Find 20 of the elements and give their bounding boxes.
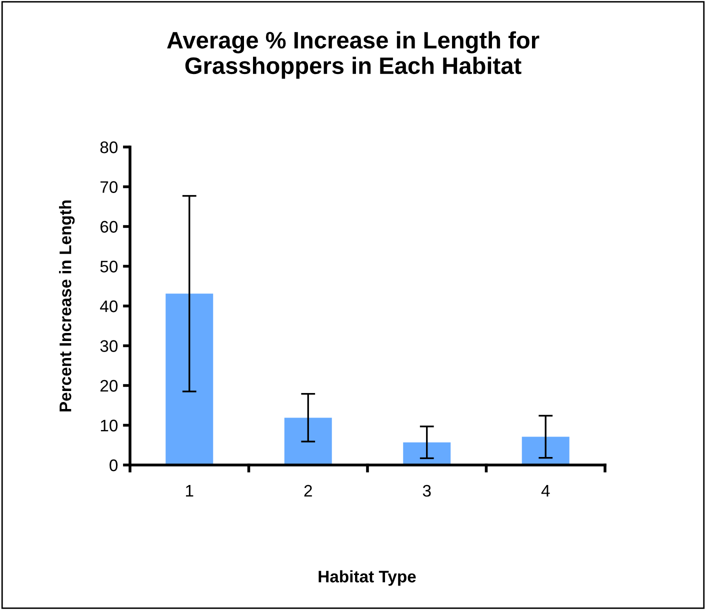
y-axis-title: Percent Increase in Length	[59, 200, 75, 412]
y-tick-label: 0	[110, 459, 118, 472]
x-axis-title: Habitat Type	[318, 570, 416, 586]
y-tick-label: 10	[100, 420, 118, 432]
y-tick-label: 40	[100, 300, 118, 312]
y-tick-label: 30	[100, 340, 118, 352]
bar	[166, 294, 214, 465]
bar	[522, 436, 570, 465]
y-tick-label: 70	[100, 181, 118, 193]
y-tick-label: 20	[100, 380, 118, 392]
chart-title: Average % Increase in Length for Grasshoppers in Each Habitat	[167, 31, 540, 79]
x-tick-label: 3	[422, 484, 431, 497]
y-tick-label: 80	[100, 141, 118, 154]
x-tick-label: 1	[186, 485, 194, 497]
bar	[403, 442, 451, 465]
bar	[284, 418, 332, 465]
x-tick-label: 4	[541, 485, 550, 497]
y-tick-label: 60	[100, 220, 118, 233]
x-tick-label: 2	[304, 484, 312, 497]
y-tick-label: 50	[100, 260, 118, 272]
